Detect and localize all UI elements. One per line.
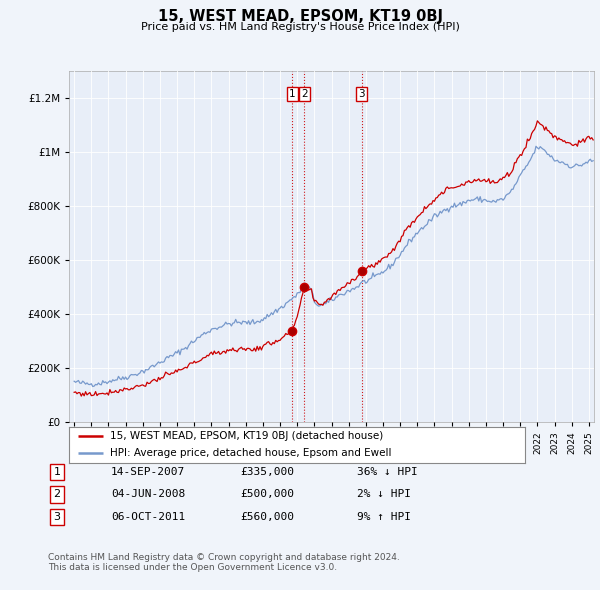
Text: 15, WEST MEAD, EPSOM, KT19 0BJ (detached house): 15, WEST MEAD, EPSOM, KT19 0BJ (detached…	[110, 431, 383, 441]
Text: 15, WEST MEAD, EPSOM, KT19 0BJ: 15, WEST MEAD, EPSOM, KT19 0BJ	[157, 9, 443, 24]
Text: 3: 3	[53, 512, 61, 522]
Text: £335,000: £335,000	[240, 467, 294, 477]
Text: 2: 2	[301, 88, 308, 99]
Text: 14-SEP-2007: 14-SEP-2007	[111, 467, 185, 477]
Text: 04-JUN-2008: 04-JUN-2008	[111, 490, 185, 499]
Text: 2: 2	[53, 490, 61, 499]
Text: HPI: Average price, detached house, Epsom and Ewell: HPI: Average price, detached house, Epso…	[110, 448, 392, 458]
Text: 3: 3	[358, 88, 365, 99]
Text: Contains HM Land Registry data © Crown copyright and database right 2024.: Contains HM Land Registry data © Crown c…	[48, 553, 400, 562]
Text: 06-OCT-2011: 06-OCT-2011	[111, 512, 185, 522]
Text: £560,000: £560,000	[240, 512, 294, 522]
Text: 36% ↓ HPI: 36% ↓ HPI	[357, 467, 418, 477]
Text: 9% ↑ HPI: 9% ↑ HPI	[357, 512, 411, 522]
Text: Price paid vs. HM Land Registry's House Price Index (HPI): Price paid vs. HM Land Registry's House …	[140, 22, 460, 32]
Text: 1: 1	[53, 467, 61, 477]
Text: 2% ↓ HPI: 2% ↓ HPI	[357, 490, 411, 499]
Text: £500,000: £500,000	[240, 490, 294, 499]
Text: 1: 1	[289, 88, 296, 99]
Text: This data is licensed under the Open Government Licence v3.0.: This data is licensed under the Open Gov…	[48, 563, 337, 572]
